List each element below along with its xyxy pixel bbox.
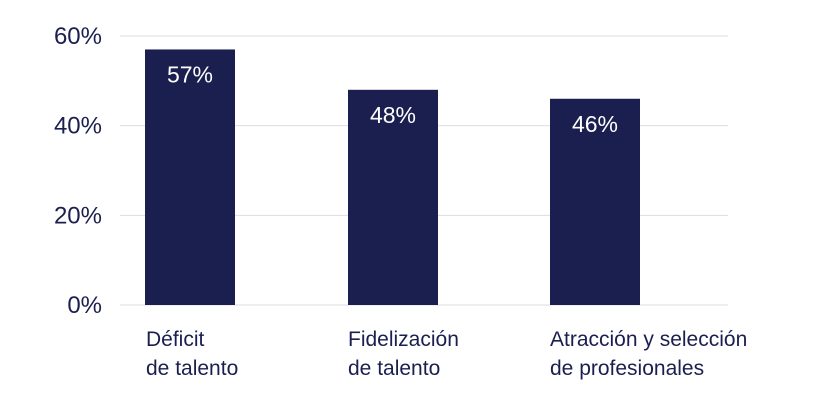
bars xyxy=(145,49,640,306)
y-tick-label: 60% xyxy=(54,23,102,50)
data-label: 57% xyxy=(167,61,213,87)
y-tick-label: 0% xyxy=(67,292,102,319)
category-label: Fidelización xyxy=(348,328,459,351)
category-label: de profesionales xyxy=(550,357,704,380)
data-label: 46% xyxy=(572,111,618,137)
y-axis-tick-labels: 0% 20% 40% 60% xyxy=(54,23,102,319)
y-tick-label: 20% xyxy=(54,202,102,229)
category-label: Déficit xyxy=(146,328,205,351)
category-label: de talento xyxy=(146,357,238,380)
bar-0 xyxy=(145,49,235,306)
category-label: de talento xyxy=(348,357,440,380)
category-labels: Déficit de talento Fidelización de talento A… xyxy=(146,328,747,380)
category-label: Atracción y selección xyxy=(550,328,747,351)
data-label: 48% xyxy=(370,102,416,128)
y-tick-label: 40% xyxy=(54,113,102,140)
bar-1 xyxy=(348,89,438,305)
bar-2 xyxy=(550,98,640,306)
data-labels: 57% 48% 46% xyxy=(167,61,618,136)
